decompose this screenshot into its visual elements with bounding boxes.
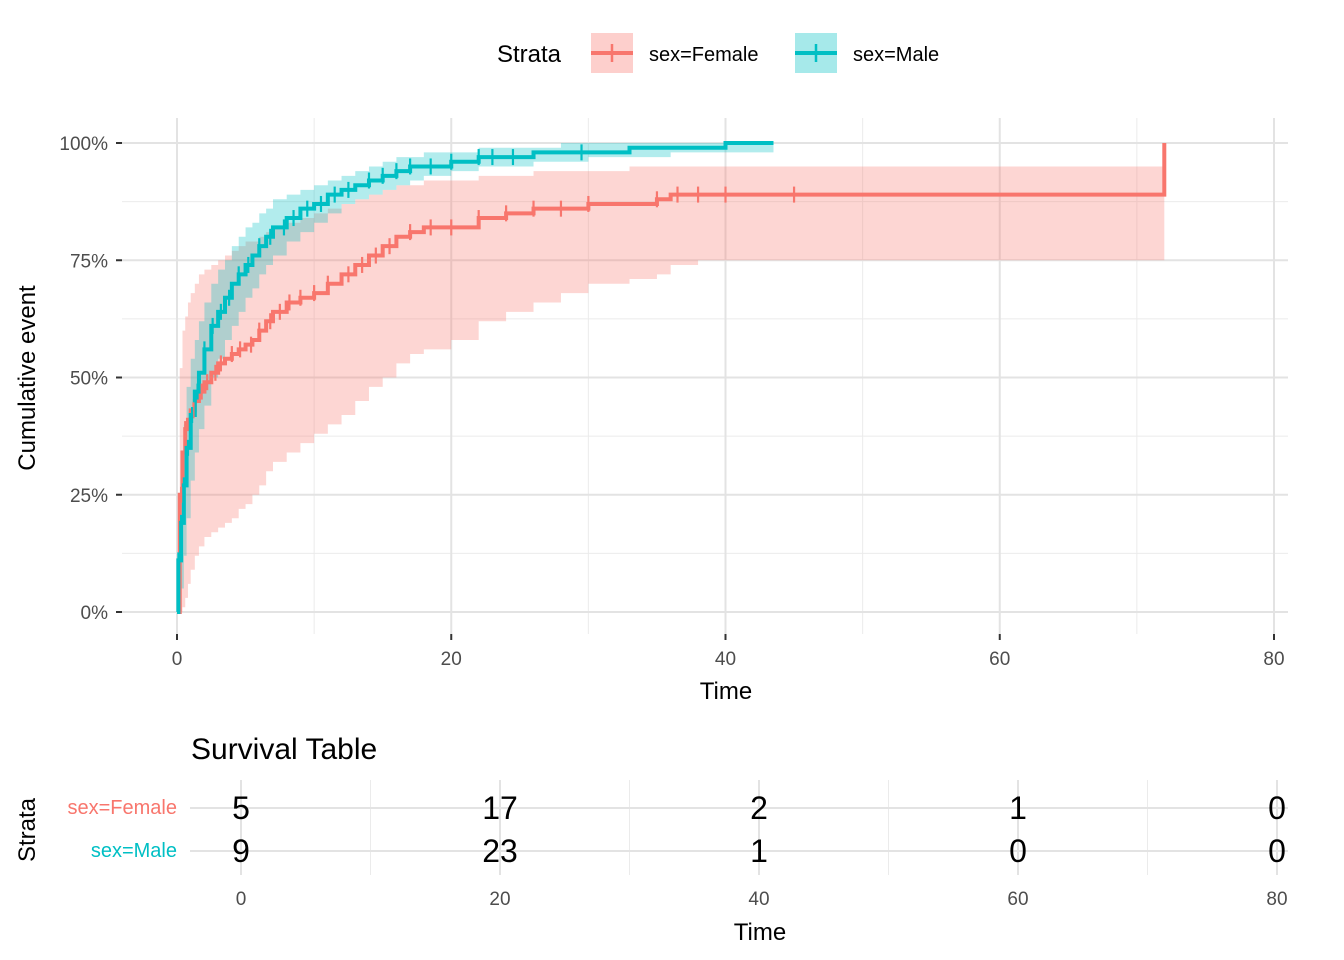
x-tick-label: 60 (989, 649, 1010, 670)
table-cell: 5 (232, 790, 250, 826)
table-x-tick-label: 60 (1007, 889, 1028, 910)
table-cell: 1 (750, 833, 768, 869)
legend: Strata sex=Female sex=Male (497, 33, 939, 73)
x-axis-label: Time (700, 678, 752, 705)
table-cells: 5 17 2 1 0 9 23 1 0 0 (232, 790, 1286, 869)
y-tick-label: 25% (70, 486, 108, 507)
table-cell: 2 (750, 790, 768, 826)
y-tick-label: 0% (81, 603, 109, 624)
x-tick-label: 20 (441, 649, 462, 670)
x-tick-label: 80 (1263, 649, 1284, 670)
y-tick-label: 75% (70, 251, 108, 272)
censor-marks (177, 144, 796, 569)
table-x-axis-label: Time (734, 919, 786, 946)
table-x-tick-label: 80 (1266, 889, 1287, 910)
table-title: Survival Table (191, 733, 377, 766)
y-tick-label: 100% (59, 134, 108, 155)
legend-label-female: sex=Female (649, 44, 759, 66)
table-cell: 23 (482, 833, 518, 869)
y-axis-label: Cumulative event (14, 285, 41, 471)
plot-axes: 0 20 40 60 80 0% 25% 50% 75% 100% (59, 134, 1284, 670)
table-row-label-male: sex=Male (91, 840, 177, 862)
x-tick-label: 40 (715, 649, 736, 670)
legend-entry-female: sex=Female (591, 33, 759, 73)
table-cell: 0 (1268, 790, 1286, 826)
legend-title: Strata (497, 41, 562, 68)
legend-entry-male: sex=Male (795, 33, 939, 73)
y-tick-label: 50% (70, 369, 108, 390)
table-x-tick-label: 0 (236, 889, 247, 910)
legend-label-male: sex=Male (853, 44, 939, 66)
confidence-band-female (177, 166, 1165, 612)
table-cell: 0 (1009, 833, 1027, 869)
table-cell: 0 (1268, 833, 1286, 869)
confidence-bands (177, 143, 1165, 612)
table-y-axis-label: Strata (14, 797, 41, 862)
x-tick-label: 0 (172, 649, 183, 670)
table-grid (190, 780, 1288, 875)
table-row-label-female: sex=Female (68, 797, 178, 819)
table-cell: 17 (482, 790, 518, 826)
table-x-tick-label: 20 (489, 889, 510, 910)
table-axis: 0 20 40 60 80 (236, 889, 1288, 910)
table-cell: 9 (232, 833, 250, 869)
table-x-tick-label: 40 (748, 889, 769, 910)
table-cell: 1 (1009, 790, 1027, 826)
